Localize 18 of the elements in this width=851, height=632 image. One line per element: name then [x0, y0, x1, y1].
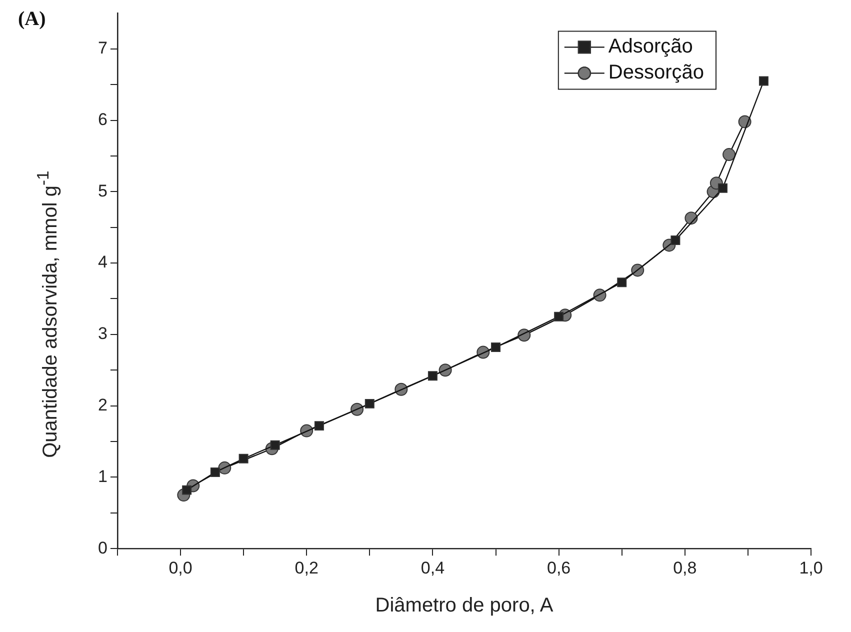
y-tick-label: 5: [98, 181, 108, 200]
legend-label: Adsorção: [608, 36, 693, 58]
x-tick-label: 0,2: [294, 558, 318, 578]
y-tick-label: 0: [98, 538, 108, 558]
x-axis-title: Diâmetro de poro, A: [375, 594, 554, 617]
x-tick-label: 0,8: [673, 558, 697, 578]
y-tick-label: 1: [98, 466, 108, 486]
x-tick-label: 1,0: [799, 558, 823, 578]
text: (A): [18, 8, 46, 31]
x-tick-label: 0,6: [546, 558, 571, 578]
x-tick-label: 0,4: [420, 558, 445, 578]
y-tick-label: 6: [98, 110, 108, 129]
y-tick-label: 2: [98, 396, 108, 415]
y-tick-label: 3: [98, 324, 108, 344]
legend-label: Dessorção: [608, 62, 704, 84]
y-tick-label: 7: [98, 38, 108, 58]
x-tick-label: 0,0: [168, 558, 192, 578]
y-tick-label: 4: [98, 252, 108, 272]
